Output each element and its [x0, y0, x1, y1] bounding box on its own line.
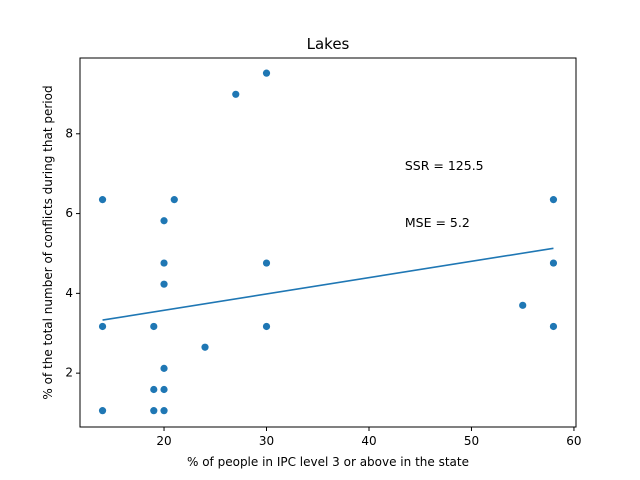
y-tick-label: 8: [65, 126, 73, 140]
data-point: [549, 322, 558, 331]
data-point: [549, 259, 558, 267]
x-tick-label: 30: [259, 434, 274, 448]
data-point: [232, 90, 240, 98]
data-point: [170, 196, 178, 204]
plot-frame: [79, 57, 577, 428]
data-point: [549, 196, 558, 204]
data-point: [160, 407, 168, 415]
data-point: [150, 385, 158, 394]
x-tick-label: 50: [464, 434, 479, 448]
y-axis-label: % of the total number of conflicts durin…: [41, 85, 55, 399]
data-point: [160, 217, 168, 225]
x-tick-label: 20: [156, 434, 171, 448]
data-point: [98, 322, 107, 331]
data-point: [201, 343, 209, 351]
data-point: [98, 407, 107, 415]
data-point: [98, 196, 107, 204]
data-point: [150, 322, 158, 331]
y-tick-label: 6: [65, 206, 73, 220]
data-point: [262, 259, 271, 267]
chart-title: Lakes: [307, 35, 350, 53]
mse-annotation: MSE = 5.2: [405, 215, 470, 230]
y-tick-label: 4: [65, 286, 73, 300]
data-point: [262, 69, 271, 77]
y-tick-label: 2: [65, 366, 73, 380]
data-point: [150, 407, 158, 415]
data-point: [160, 364, 168, 372]
data-point: [160, 280, 168, 288]
ssr-annotation: SSR = 125.5: [405, 158, 484, 173]
data-point: [519, 301, 527, 309]
plot-background: [80, 58, 576, 427]
regression-line: [102, 247, 554, 321]
x-tick-label: 60: [566, 434, 581, 448]
data-point: [262, 322, 271, 331]
x-axis-label: % of people in IPC level 3 or above in t…: [187, 455, 469, 469]
data-point: [160, 385, 168, 394]
data-point: [160, 259, 168, 267]
x-tick-label: 40: [361, 434, 376, 448]
